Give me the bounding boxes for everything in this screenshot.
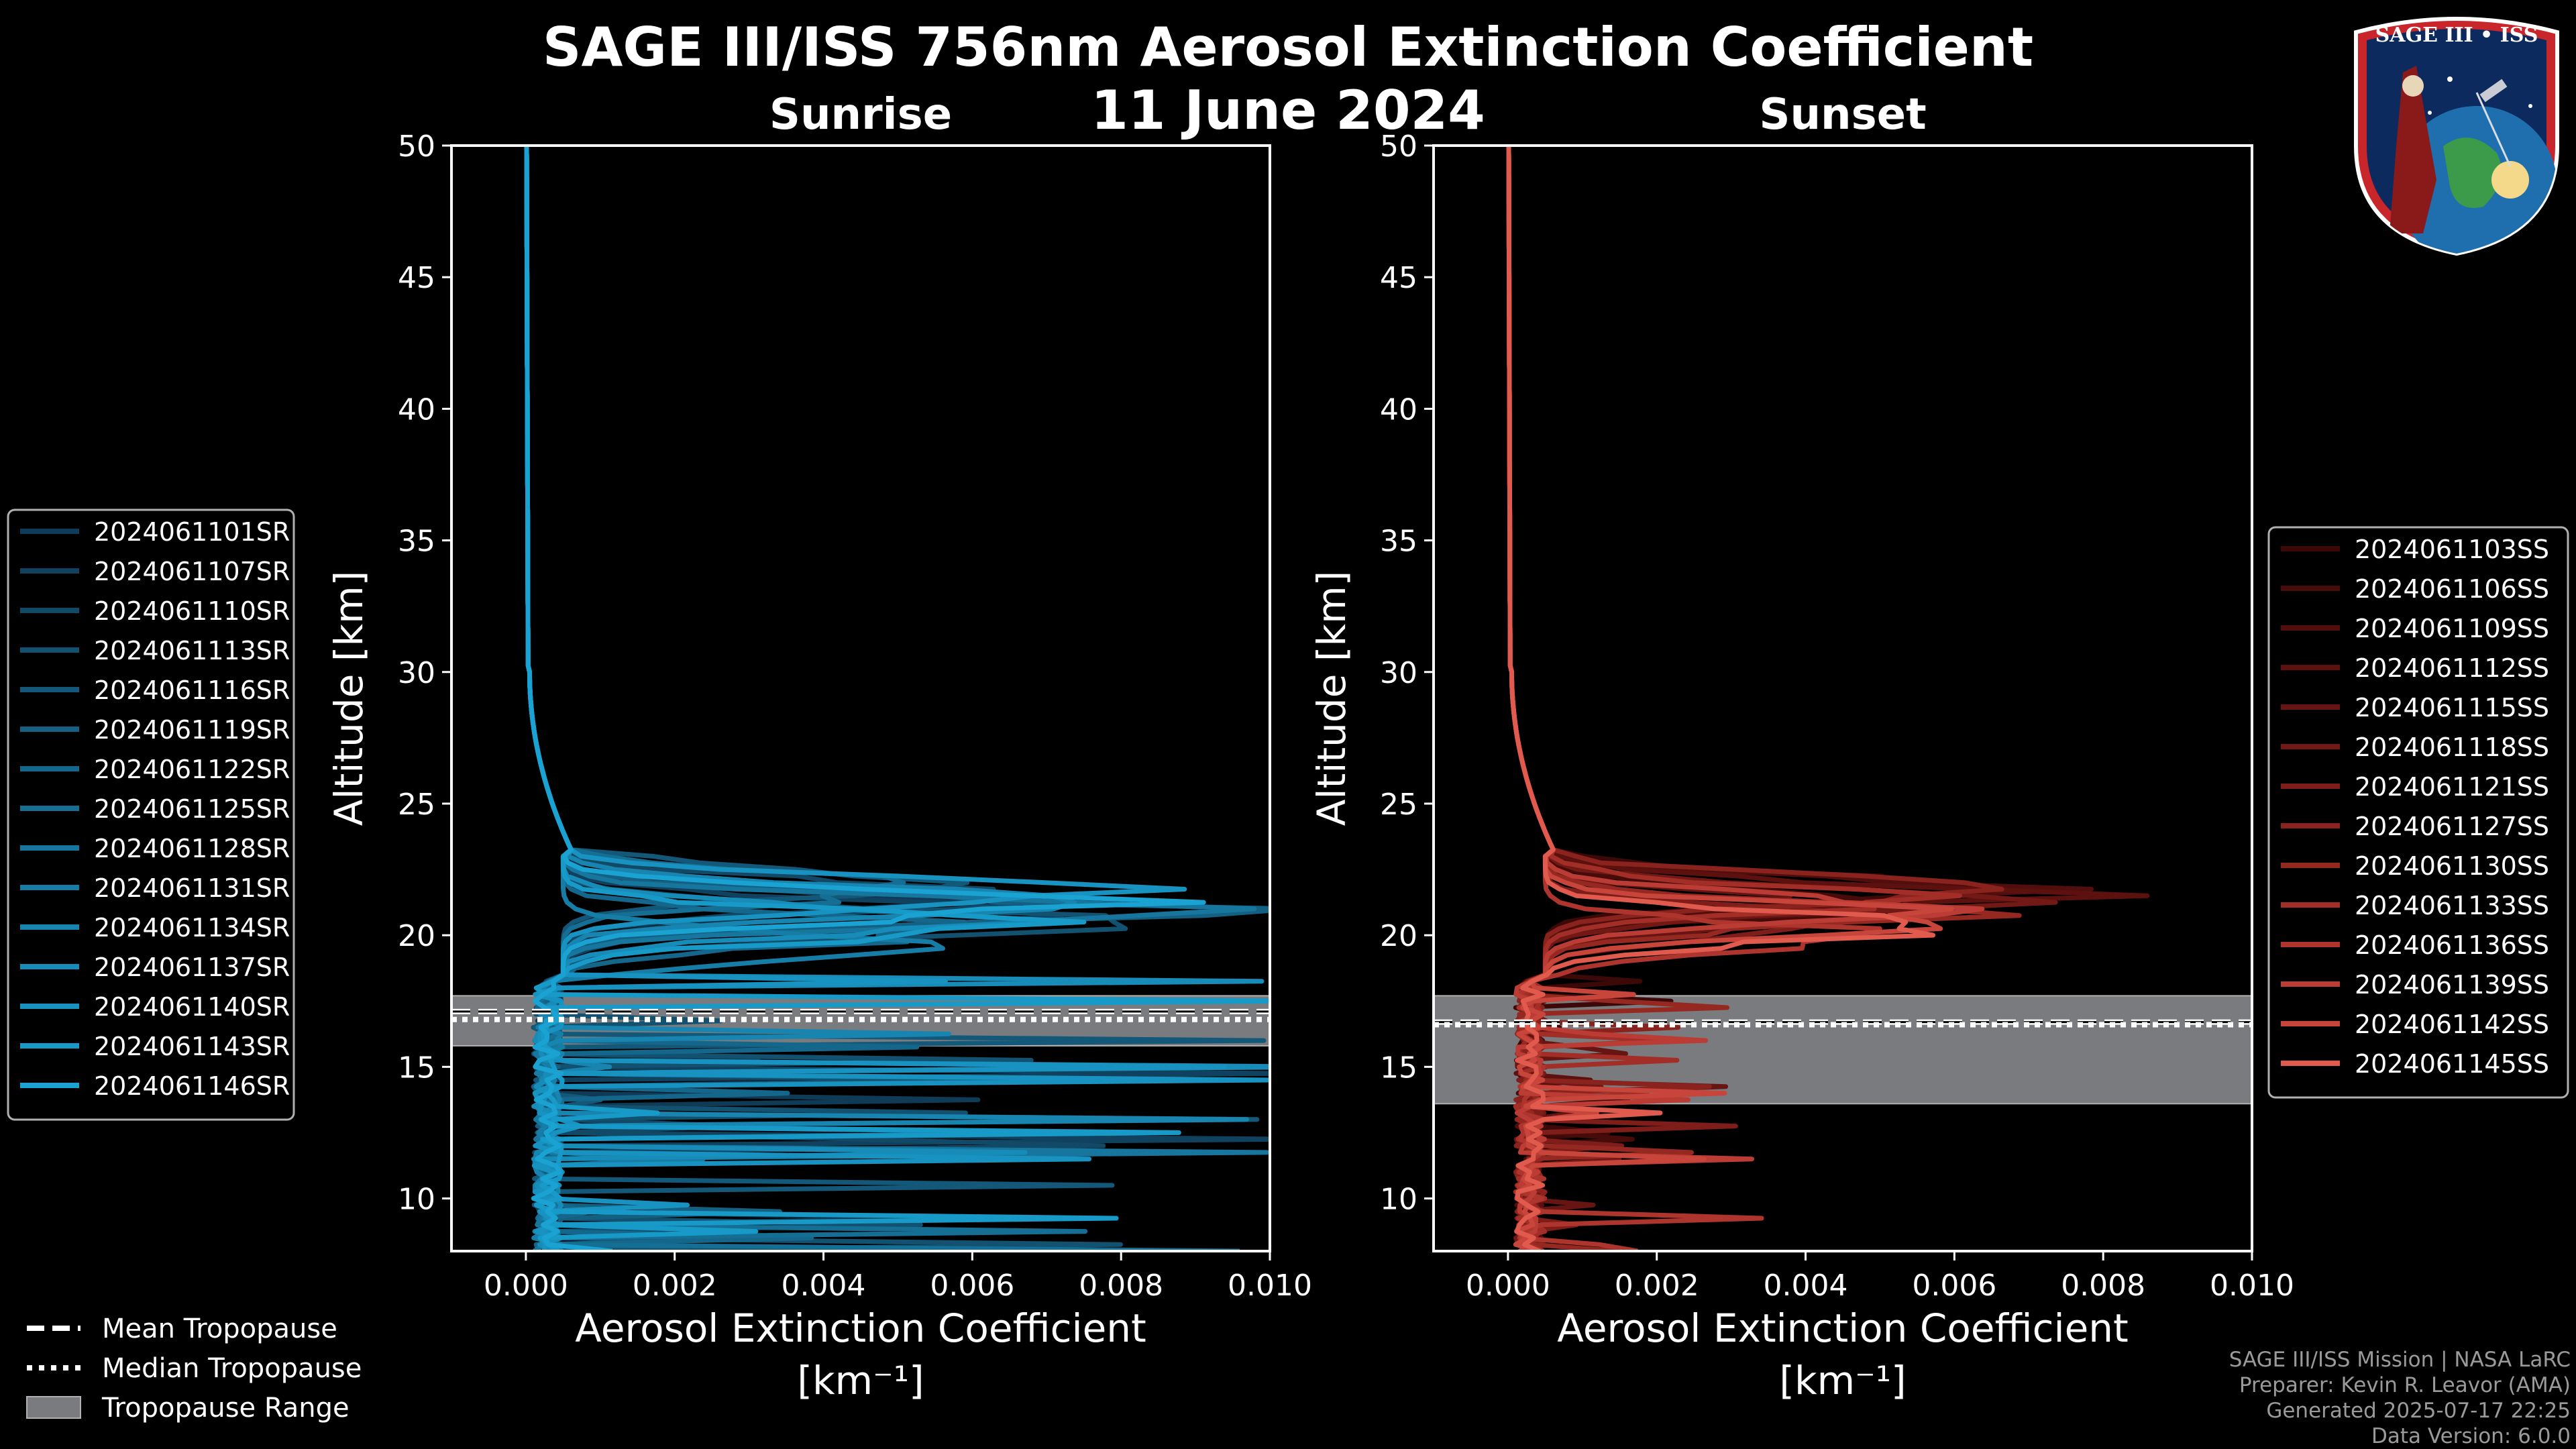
- sunset-legend-label: 2024061127SS: [2355, 812, 2549, 841]
- credit-generated: Generated 2025-07-17 22:25: [2266, 1399, 2571, 1423]
- sunset-legend-label: 2024061139SS: [2355, 970, 2549, 1000]
- sunrise-legend-label: 2024061119SR: [94, 715, 290, 745]
- sunset-y-tick-label: 25: [1380, 788, 1417, 822]
- chart-title-line2: 11 June 2024: [1091, 79, 1485, 142]
- sunrise-x-tick-label: 0.002: [633, 1269, 717, 1303]
- sunset-legend-label: 2024061109SS: [2355, 614, 2549, 643]
- sunrise-legend-label: 2024061143SR: [94, 1032, 290, 1061]
- sunrise-y-tick-label: 30: [398, 656, 435, 690]
- credit-mission: SAGE III/ISS Mission | NASA LaRC: [2229, 1348, 2571, 1372]
- sunset-legend: 2024061103SS 2024061106SS 2024061109SS 2024…: [2267, 526, 2569, 1099]
- sunrise-legend-label: 2024061134SR: [94, 913, 290, 943]
- sunrise-legend-box: [7, 508, 295, 1121]
- sunrise-series-line-2024061140SR: [524, 146, 1270, 1251]
- sunset-legend-label: 2024061133SS: [2355, 891, 2549, 920]
- sunset-y-tick-label: 15: [1380, 1051, 1417, 1085]
- sunset-x-tick-label: 0.008: [2061, 1269, 2145, 1303]
- sunrise-y-tick-label: 35: [398, 525, 435, 559]
- sunrise-x-tick-label: 0.000: [484, 1269, 568, 1303]
- sunrise-y-tick-label: 25: [398, 788, 435, 822]
- sunset-y-tick-label: 35: [1380, 525, 1417, 559]
- sage-mission-patch-logo: SAGE III • ISS: [2354, 17, 2559, 256]
- sunset-legend-label: 2024061136SS: [2355, 930, 2549, 960]
- sunset-plot: 0.000 0.002 0.004 0.006 0.008 0.010 10 15 20 25 30…: [1309, 129, 2294, 1403]
- sunset-y-axis-label: Altitude [km]: [1309, 571, 1354, 826]
- sunset-legend-label: 2024061106SS: [2355, 574, 2549, 604]
- sunrise-x-tick-label: 0.008: [1079, 1269, 1163, 1303]
- sunrise-y-tick-label: 20: [398, 919, 435, 953]
- sunrise-x-axis-unit: [km⁻¹]: [797, 1358, 924, 1403]
- sunrise-y-tick-label: 50: [398, 129, 435, 164]
- sunset-x-tick-label: 0.004: [1764, 1269, 1848, 1303]
- sunset-panel-title: Sunset: [1759, 90, 1927, 140]
- sunset-legend-label: 2024061130SS: [2355, 851, 2549, 881]
- sunrise-legend-label: 2024061146SR: [94, 1071, 290, 1101]
- tropopause-range-swatch: [26, 1396, 81, 1419]
- sunset-y-tick-label: 45: [1380, 261, 1417, 295]
- sunrise-legend-label: 2024061113SR: [94, 636, 290, 665]
- sunrise-x-tick-label: 0.010: [1228, 1269, 1312, 1303]
- sunset-x-axis-label: Aerosol Extinction Coefficient: [1557, 1305, 2129, 1351]
- sunrise-legend-label: 2024061137SR: [94, 953, 290, 982]
- sunset-legend-label: 2024061145SS: [2355, 1049, 2549, 1079]
- sunrise-series-group: [524, 146, 1270, 1251]
- sunset-x-axis-unit: [km⁻¹]: [1779, 1358, 1906, 1403]
- credit-preparer: Preparer: Kevin R. Leavor (AMA): [2239, 1373, 2571, 1397]
- sunset-legend-label: 2024061103SS: [2355, 535, 2549, 564]
- sunset-series-group: [1506, 146, 2150, 1251]
- credit-data-version: Data Version: 6.0.0: [2371, 1424, 2571, 1448]
- sunset-x-tick-label: 0.010: [2210, 1269, 2294, 1303]
- sunset-y-tick-label: 10: [1380, 1183, 1417, 1217]
- sunset-legend-label: 2024061112SS: [2355, 653, 2549, 683]
- sunrise-x-tick-label: 0.004: [782, 1269, 866, 1303]
- sunset-x-tick-label: 0.002: [1615, 1269, 1699, 1303]
- sunset-x-tick-label: 0.000: [1466, 1269, 1550, 1303]
- sunrise-plot: 0.000 0.002 0.004 0.006 0.008 0.010 10 15 20 25 30…: [326, 129, 1312, 1403]
- sunrise-x-tick-label: 0.006: [930, 1269, 1014, 1303]
- sunrise-legend-label: 2024061116SR: [94, 676, 290, 705]
- sunset-legend-box: [2267, 526, 2569, 1099]
- tropopause-legend: Mean Tropopause Median Tropopause Tropopau…: [26, 1313, 362, 1424]
- sunrise-panel-title: Sunrise: [769, 90, 953, 140]
- sunrise-legend-label: 2024061125SR: [94, 794, 290, 824]
- sunrise-axes-frame: [450, 144, 1271, 1252]
- sunrise-y-tick-label: 45: [398, 261, 435, 295]
- sunrise-legend-label: 2024061122SR: [94, 755, 290, 784]
- sunrise-y-tick-label: 10: [398, 1183, 435, 1217]
- sunset-y-tick-label: 30: [1380, 656, 1417, 690]
- sunrise-legend-label: 2024061131SR: [94, 873, 290, 903]
- sunset-axes-frame: [1432, 144, 2253, 1252]
- sunset-x-tick-label: 0.006: [1912, 1269, 1996, 1303]
- chart-title-line1: SAGE III/ISS 756nm Aerosol Extinction Co…: [542, 16, 2034, 78]
- sunset-y-tick-label: 40: [1380, 392, 1417, 427]
- sunrise-legend: 2024061101SR 2024061107SR 2024061110SR 2024…: [7, 508, 295, 1121]
- sunrise-legend-label: 2024061140SR: [94, 992, 290, 1022]
- sunrise-y-axis-label: Altitude [km]: [326, 571, 372, 826]
- sunrise-legend-label: 2024061107SR: [94, 557, 290, 586]
- sunset-legend-label: 2024061118SS: [2355, 733, 2549, 762]
- sunrise-legend-label: 2024061128SR: [94, 834, 290, 863]
- sunset-y-tick-label: 20: [1380, 919, 1417, 953]
- sunrise-legend-label: 2024061101SR: [94, 517, 290, 547]
- logo-text: SAGE III • ISS: [2375, 23, 2538, 47]
- sunrise-x-axis-label: Aerosol Extinction Coefficient: [575, 1305, 1146, 1351]
- sunrise-y-tick-label: 15: [398, 1051, 435, 1085]
- tropopause-legend-label: Mean Tropopause: [102, 1313, 337, 1344]
- sunset-legend-label: 2024061115SS: [2355, 693, 2549, 722]
- sunset-series-line-2024061145SS: [1506, 146, 1936, 1251]
- sunset-legend-label: 2024061121SS: [2355, 772, 2549, 802]
- sunrise-series-line-2024061146SR: [524, 146, 1206, 1251]
- sunset-y-tick-label: 50: [1380, 129, 1417, 164]
- sunset-legend-label: 2024061142SS: [2355, 1010, 2549, 1039]
- tropopause-legend-label: Tropopause Range: [101, 1393, 350, 1424]
- sunrise-y-tick-label: 40: [398, 392, 435, 427]
- tropopause-legend-label: Median Tropopause: [102, 1353, 362, 1384]
- sunrise-legend-label: 2024061110SR: [94, 596, 290, 626]
